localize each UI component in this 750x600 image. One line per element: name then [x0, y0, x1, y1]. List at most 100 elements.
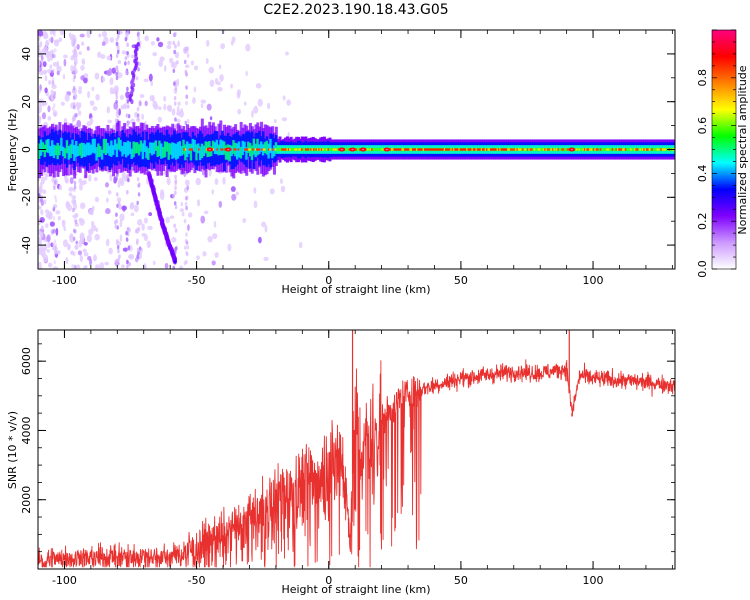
scatter-blob: [82, 60, 85, 65]
scatter-streak: [72, 53, 76, 58]
scatter-blob: [200, 215, 206, 224]
scatter-streak: [126, 99, 130, 104]
carrier-strong-tone: [578, 148, 581, 151]
scatter-streak: [184, 120, 188, 126]
carrier-core: [137, 144, 141, 156]
scatter-blob: [72, 214, 78, 219]
scatter-blob: [44, 87, 48, 94]
carrier-strong-tone: [634, 148, 636, 151]
scatter-blob: [77, 89, 82, 95]
carrier-core: [256, 138, 259, 156]
scatter-blob: [61, 219, 66, 225]
spectrogram-y-tick-label: -40: [20, 236, 33, 254]
scatter-streak: [71, 264, 74, 269]
scatter-blob: [227, 243, 232, 252]
carrier-blue: [63, 131, 67, 164]
carrier-strong-tone: [442, 148, 445, 151]
carrier-strong-tone: [439, 148, 442, 151]
carrier-strong-tone: [557, 148, 559, 151]
scatter-blob: [104, 182, 109, 188]
scatter-streak: [127, 177, 130, 183]
carrier-strong-tone: [423, 148, 426, 151]
carrier-blue: [143, 141, 147, 167]
scatter-blob: [95, 264, 101, 269]
scatter-streak: [127, 113, 131, 119]
carrier-strong-tone: [415, 148, 418, 151]
scatter-streak: [72, 95, 76, 101]
carrier-knot-core: [570, 148, 574, 151]
snr-y-ticks: 2000 4000 6000: [20, 343, 675, 553]
scatter-blob: [121, 264, 125, 269]
scatter-streak: [52, 103, 56, 108]
snr-x-ticks: -100 -50 0 50 100: [37, 330, 673, 587]
scatter-blob: [88, 174, 92, 182]
scatter-blob: [47, 240, 51, 249]
scatter-blob: [200, 99, 207, 104]
carrier-core: [167, 143, 170, 160]
carrier-strong-tone: [389, 148, 392, 151]
carrier-core: [150, 142, 154, 156]
carrier-blue: [198, 130, 202, 162]
scatter-blob: [139, 94, 145, 99]
carrier-strong-tone: [512, 148, 515, 151]
scatter-blob: [75, 68, 78, 75]
scatter-streak: [183, 59, 187, 65]
scatter-streak: [184, 245, 187, 250]
snr-y-label: SNR (10 * v/v): [6, 411, 19, 489]
carrier-core: [113, 139, 117, 150]
scatter-blob: [47, 262, 53, 268]
scatter-blob: [176, 105, 180, 114]
carrier-core: [186, 141, 189, 158]
scatter-streak: [73, 61, 77, 66]
scatter-blob: [235, 191, 239, 196]
scatter-streak: [126, 227, 130, 232]
scatter-streak: [115, 66, 118, 72]
scatter-blob: [51, 84, 57, 90]
scatter-streak: [117, 248, 120, 254]
scatter-blob: [230, 186, 236, 192]
carrier-strong-tone: [472, 148, 475, 151]
scatter-streak: [174, 86, 178, 91]
scatter-blob: [185, 64, 190, 69]
carrier-strong-tone: [406, 148, 409, 151]
scatter-blob: [100, 54, 106, 59]
scatter-blob: [41, 48, 46, 55]
carrier-strong-tone: [499, 148, 501, 151]
carrier-strong-tone: [418, 148, 421, 151]
scatter-blob: [188, 212, 193, 218]
carrier-core: [43, 144, 46, 158]
carrier-strong-tone: [396, 148, 398, 151]
scatter-streak: [52, 207, 56, 212]
colorbar-gradient: [712, 30, 736, 269]
scatter-blob: [99, 262, 105, 269]
carrier-core: [154, 140, 157, 151]
carrier-core: [217, 144, 220, 156]
carrier-strong-tone: [599, 148, 602, 151]
scatter-streak: [74, 49, 77, 54]
carrier-strong-tone: [476, 148, 479, 151]
scatter-streak: [115, 176, 118, 181]
scatter-streak: [52, 32, 56, 38]
scatter-blob: [49, 64, 53, 70]
carrier-strong-tone: [316, 148, 319, 151]
scatter-blob: [176, 111, 181, 116]
carrier-strong-tone: [294, 148, 296, 151]
carrier-strong-tone: [254, 148, 257, 151]
scatter-blob: [170, 61, 175, 68]
carrier-strong-tone: [459, 148, 462, 151]
scatter-blob: [150, 80, 154, 87]
carrier-knot-core: [361, 148, 365, 151]
scatter-streak: [137, 36, 141, 41]
scatter-streak: [174, 117, 177, 122]
carrier-core: [247, 141, 250, 153]
scatter-streak: [172, 265, 176, 269]
scatter-blob: [52, 110, 58, 117]
carrier-strong-tone: [454, 148, 456, 151]
scatter-streak: [74, 218, 77, 223]
scatter-blob: [200, 103, 204, 109]
carrier-core: [147, 148, 150, 160]
scatter-streak: [54, 198, 58, 203]
scatter-streak: [125, 230, 128, 236]
scatter-blob: [78, 51, 82, 55]
scatter-blob: [69, 177, 74, 184]
